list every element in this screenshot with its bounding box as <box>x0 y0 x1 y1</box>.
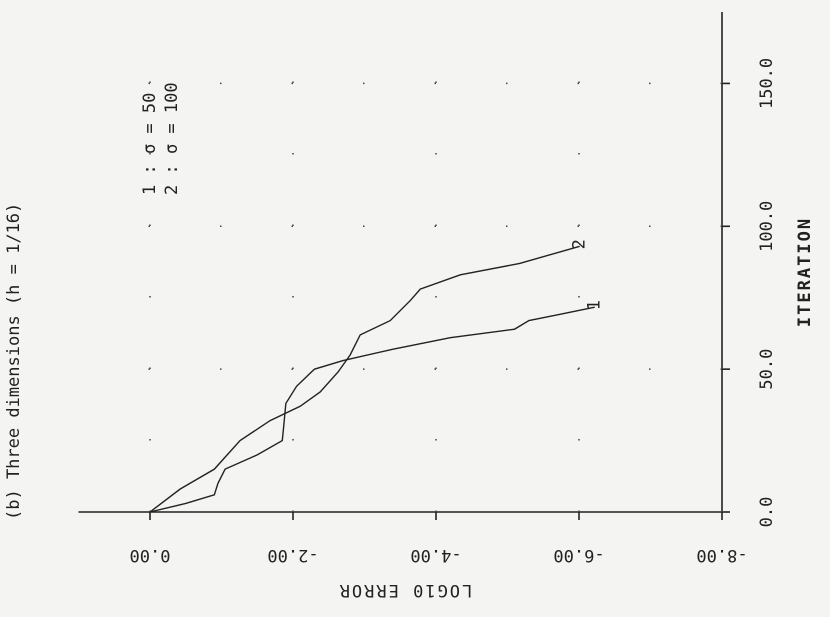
y-tick-label: 0.00 <box>130 545 171 565</box>
y-tick-label: -4.00 <box>410 545 461 565</box>
series-end-label: 2 <box>570 239 590 249</box>
line-series <box>149 245 580 513</box>
legend-entry: 1 : σ = 50 <box>140 93 160 195</box>
plot-area: 0.0 50.0 100.0 150.0 0.00 -2.00 -4.00 -6.00 -8.0… <box>4 12 815 600</box>
line-series <box>149 306 595 513</box>
x-tick-label: 150.0 <box>757 58 777 109</box>
x-axis-label: ITERATION <box>795 217 815 327</box>
y-axis-label: LOG10 ERROR <box>338 580 473 600</box>
y-tick-label: -2.00 <box>267 545 318 565</box>
legend-entry: 2 : σ = 100 <box>162 82 182 195</box>
y-tick-label: -8.00 <box>696 545 747 565</box>
x-tick-label: 50.0 <box>757 349 777 390</box>
series-end-label: 1 <box>585 300 605 310</box>
x-tick-label: 100.0 <box>757 201 777 252</box>
chart-title: (b) Three dimensions (h = 1/16) <box>4 203 24 520</box>
x-tick-label: 0.0 <box>757 497 777 528</box>
y-tick-label: -6.00 <box>553 545 604 565</box>
